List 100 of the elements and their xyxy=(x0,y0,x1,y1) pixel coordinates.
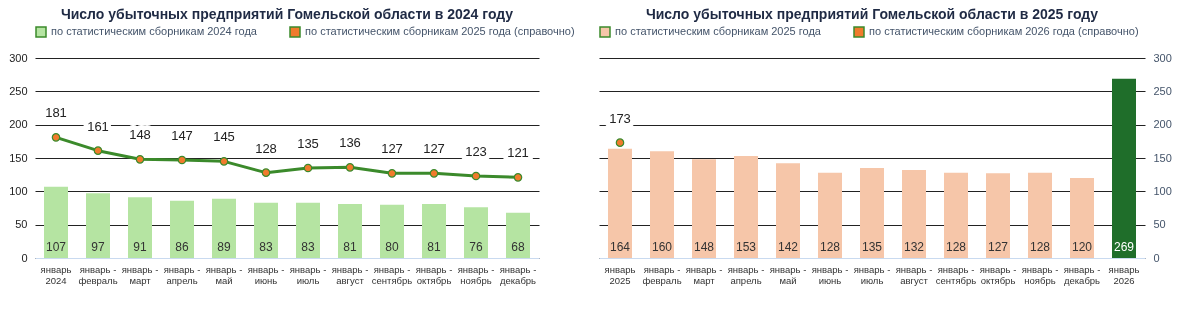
point xyxy=(93,146,103,155)
point xyxy=(177,155,187,165)
bar xyxy=(212,198,236,258)
data-label: 68 xyxy=(511,240,525,254)
y2-tick-label: 50 xyxy=(1153,218,1166,231)
data-label: 121 xyxy=(507,145,529,161)
data-label: 145 xyxy=(213,129,235,145)
point xyxy=(135,155,145,164)
data-label: 164 xyxy=(609,240,631,254)
data-label: 83 xyxy=(259,240,273,254)
bar xyxy=(1070,178,1094,258)
data-label: 89 xyxy=(217,240,231,254)
data-label: 128 xyxy=(1029,240,1051,254)
data-label: 80 xyxy=(385,240,399,254)
x-tick-label: январь - октябрь xyxy=(415,263,453,286)
y2-tick-label: 0 xyxy=(1153,251,1160,264)
bar xyxy=(338,204,362,258)
x-tick-label: январь - декабрь xyxy=(499,263,537,286)
legend-label: по статистическим сборникам 2025 года (справочно) xyxy=(305,25,575,37)
point xyxy=(429,169,439,178)
x-tick-label: январь - октябрь xyxy=(979,263,1017,286)
bar xyxy=(650,151,674,258)
data-label: 147 xyxy=(171,128,193,143)
x-tick-label: январь - март xyxy=(685,263,723,286)
bar xyxy=(44,186,68,258)
y-tick-label: 150 xyxy=(9,151,28,164)
data-label: 153 xyxy=(735,240,757,254)
data-label: 128 xyxy=(945,240,967,254)
x-tick-label: январь - декабрь xyxy=(1063,263,1101,286)
bar xyxy=(902,170,926,258)
y2-tick-label: 250 xyxy=(1153,84,1172,97)
data-label: 269 xyxy=(1113,240,1135,254)
data-label: 91 xyxy=(133,240,147,254)
chart-title: Число убыточных предприятий Гомельской области в 2024 году xyxy=(60,6,514,22)
data-label: 135 xyxy=(861,240,883,254)
bar xyxy=(692,159,716,258)
x-tick-label: январь - ноябрь xyxy=(1021,263,1059,286)
y-tick-label: 200 xyxy=(9,118,28,131)
x-tick-label: январь - апрель xyxy=(727,263,765,286)
x-tick-label: январь - ноябрь xyxy=(457,263,495,286)
data-label: 160 xyxy=(651,240,673,254)
data-label: 148 xyxy=(693,240,715,254)
y-tick-label: 50 xyxy=(15,218,28,231)
data-label: 148 xyxy=(129,127,151,143)
data-label: 83 xyxy=(301,240,315,254)
x-tick-label: январь - июнь xyxy=(811,263,849,286)
bar xyxy=(422,204,446,258)
y-tick-label: 100 xyxy=(9,184,28,197)
data-label: 173 xyxy=(609,110,631,126)
data-label: 97 xyxy=(91,240,105,254)
bar xyxy=(1028,172,1052,258)
x-tick-label: январь - август xyxy=(895,263,933,286)
y-tick-label: 300 xyxy=(9,51,28,64)
point xyxy=(219,157,229,166)
data-label: 86 xyxy=(175,240,189,254)
bar xyxy=(170,200,194,258)
point xyxy=(471,171,481,181)
data-label: 107 xyxy=(45,240,67,254)
x-tick-label: январь - февраль xyxy=(78,263,118,286)
data-label: 120 xyxy=(1071,240,1093,254)
bar xyxy=(776,163,800,258)
y-tick-label: 250 xyxy=(9,84,28,97)
data-label: 127 xyxy=(381,141,403,157)
x-tick-label: январь - сентябрь xyxy=(371,263,413,286)
data-label: 81 xyxy=(343,240,357,254)
point xyxy=(513,173,523,182)
point xyxy=(51,133,61,142)
x-tick-label: январь - август xyxy=(331,263,369,286)
point xyxy=(261,168,271,177)
bar xyxy=(128,197,152,258)
data-label: 128 xyxy=(255,140,277,156)
x-tick-label: январь - июль xyxy=(289,263,327,286)
chart-title: Число убыточных предприятий Гомельской области в 2025 году xyxy=(645,6,1099,22)
data-label: 123 xyxy=(465,144,487,159)
x-tick-label: январь - апрель xyxy=(163,263,201,286)
legend-label: по статистическим сборникам 2026 года (справочно) xyxy=(869,25,1139,37)
point xyxy=(387,169,397,178)
point xyxy=(345,163,355,172)
y2-tick-label: 300 xyxy=(1153,51,1172,64)
data-label: 135 xyxy=(297,136,319,151)
data-label: 81 xyxy=(427,240,441,254)
y-tick-label: 0 xyxy=(21,251,28,264)
legend-label: по статистическим сборникам 2024 года xyxy=(51,25,258,37)
bar xyxy=(296,202,320,258)
bar xyxy=(254,202,278,258)
x-tick-label: январь - июнь xyxy=(247,263,285,286)
data-label: 181 xyxy=(45,105,67,121)
x-tick-label: январь - май xyxy=(205,263,243,286)
x-tick-label: январь - февраль xyxy=(642,263,682,286)
x-tick-label: январь 2026 xyxy=(1108,263,1140,286)
bar xyxy=(506,212,530,258)
legend-label: по статистическим сборникам 2025 года xyxy=(615,25,822,37)
data-label: 136 xyxy=(339,135,361,151)
x-tick-label: январь - март xyxy=(121,263,159,286)
x-tick-label: январь - июль xyxy=(853,263,891,286)
bar xyxy=(986,173,1010,258)
point xyxy=(303,163,313,173)
data-label: 127 xyxy=(987,240,1009,254)
bar xyxy=(380,204,404,258)
bar xyxy=(734,156,758,258)
